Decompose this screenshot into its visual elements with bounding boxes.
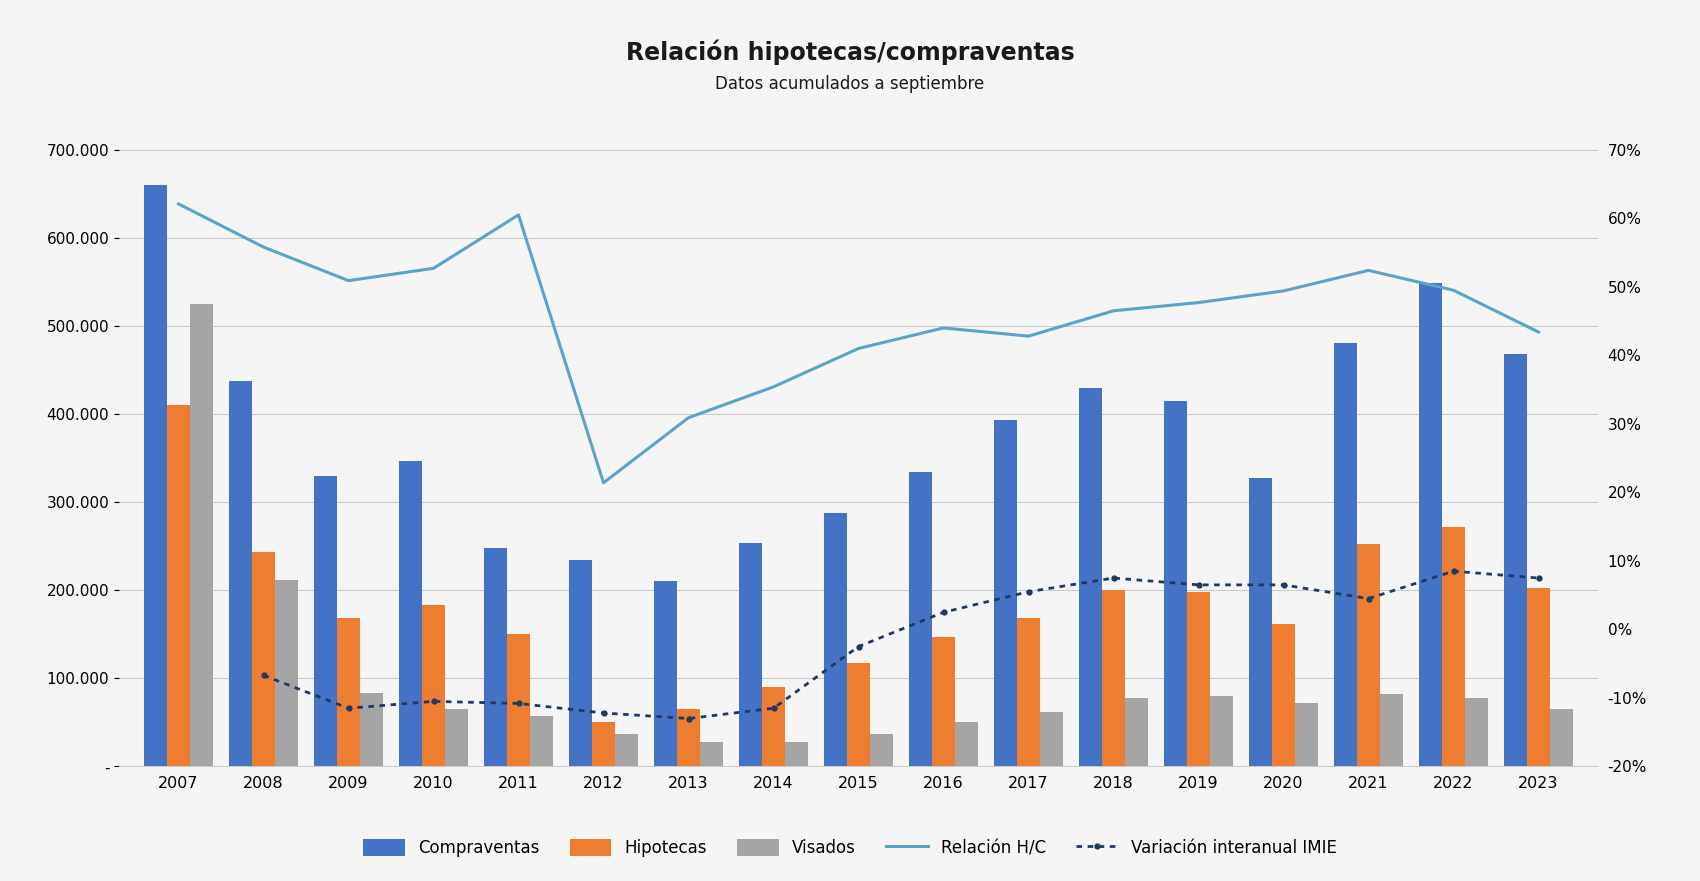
Bar (275, 580, 298, 766)
Bar (1125, 698, 1148, 766)
Line: Relación H/C: Relación H/C (178, 204, 1538, 483)
Relación H/C (338, 276, 359, 286)
Variación interanual IMIE (338, 703, 359, 714)
Variación interanual IMIE (593, 707, 614, 718)
Bar (1380, 694, 1402, 766)
Line: Variación interanual IMIE: Variación interanual IMIE (262, 569, 1540, 721)
Bar (230, 381, 252, 766)
Variación interanual IMIE (1188, 580, 1209, 590)
Relación H/C (253, 241, 274, 252)
Bar (994, 420, 1017, 766)
Bar (337, 618, 360, 766)
Relación H/C (1188, 297, 1209, 307)
Bar (570, 560, 592, 766)
Variación interanual IMIE (1358, 593, 1379, 603)
Bar (1334, 343, 1357, 766)
Relación H/C (933, 322, 954, 333)
Variación interanual IMIE (1443, 566, 1464, 576)
Relación H/C (1273, 285, 1294, 296)
Bar (314, 476, 337, 766)
Bar (1295, 703, 1318, 766)
Bar (677, 709, 700, 766)
Bar (847, 663, 870, 766)
Bar (740, 543, 762, 766)
Bar (1272, 624, 1295, 766)
Bar (1102, 590, 1125, 766)
Bar (592, 722, 615, 766)
Bar (1465, 698, 1488, 766)
Bar (1164, 401, 1187, 766)
Relación H/C (1443, 285, 1464, 295)
Relación H/C (593, 478, 614, 488)
Bar (824, 513, 847, 766)
Bar (1527, 588, 1550, 766)
Variación interanual IMIE (848, 641, 869, 652)
Bar (785, 742, 808, 766)
Variación interanual IMIE (1273, 580, 1294, 590)
Bar (955, 722, 977, 766)
Variación interanual IMIE (1103, 573, 1124, 583)
Variación interanual IMIE (678, 714, 699, 724)
Bar (1017, 618, 1040, 766)
Bar (1550, 709, 1572, 766)
Variación interanual IMIE (253, 670, 274, 681)
Bar (762, 687, 785, 766)
Bar (252, 552, 275, 766)
Relación H/C (168, 198, 189, 209)
Relación H/C (1018, 331, 1039, 342)
Bar (507, 634, 530, 766)
Relación H/C (1103, 306, 1124, 316)
Text: Datos acumulados a septiembre: Datos acumulados a septiembre (716, 75, 984, 93)
Variación interanual IMIE (1018, 587, 1039, 597)
Bar (1504, 354, 1527, 766)
Bar (445, 709, 468, 766)
Text: Relación hipotecas/compraventas: Relación hipotecas/compraventas (626, 40, 1074, 65)
Bar (932, 637, 955, 766)
Bar (1040, 712, 1062, 766)
Relación H/C (423, 263, 444, 274)
Bar (1250, 478, 1272, 766)
Relación H/C (508, 210, 529, 220)
Bar (1080, 388, 1102, 766)
Relación H/C (763, 381, 784, 392)
Bar (910, 472, 932, 766)
Relación H/C (848, 344, 869, 354)
Bar (400, 461, 422, 766)
Bar (615, 734, 638, 766)
Bar (484, 548, 507, 766)
Bar (360, 693, 382, 766)
Bar (422, 605, 445, 766)
Legend: Compraventas, Hipotecas, Visados, Relación H/C, Variación interanual IMIE: Compraventas, Hipotecas, Visados, Relaci… (357, 833, 1343, 864)
Relación H/C (1528, 327, 1549, 337)
Relación H/C (678, 412, 699, 423)
Bar (190, 304, 212, 766)
Bar (1420, 283, 1442, 766)
Bar (654, 581, 677, 766)
Bar (870, 734, 892, 766)
Bar (1187, 592, 1210, 766)
Bar (144, 185, 167, 766)
Bar (700, 742, 722, 766)
Variación interanual IMIE (763, 703, 784, 714)
Variación interanual IMIE (508, 698, 529, 708)
Bar (1357, 544, 1380, 766)
Bar (530, 716, 552, 766)
Bar (167, 405, 190, 766)
Relación H/C (1358, 265, 1379, 276)
Variación interanual IMIE (1528, 573, 1549, 583)
Bar (1210, 696, 1232, 766)
Bar (1442, 527, 1465, 766)
Variación interanual IMIE (423, 696, 444, 707)
Variación interanual IMIE (933, 607, 954, 618)
